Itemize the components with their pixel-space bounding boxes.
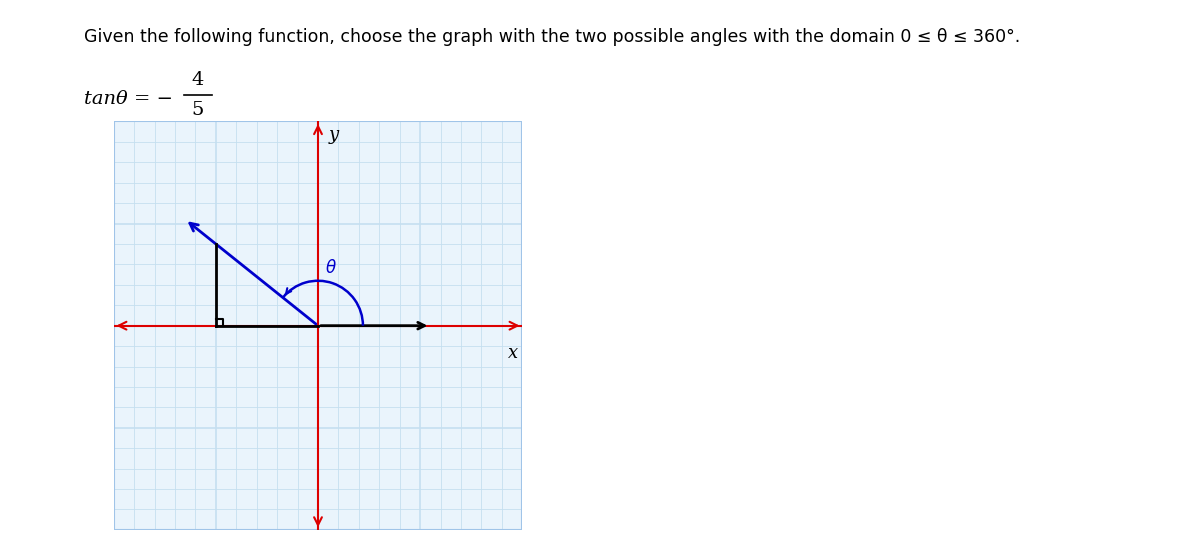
Text: $\theta$: $\theta$ [325, 259, 336, 277]
Text: 4: 4 [192, 71, 204, 89]
Text: y: y [329, 125, 338, 144]
Text: 5: 5 [192, 102, 204, 119]
Text: Given the following function, choose the graph with the two possible angles with: Given the following function, choose the… [84, 28, 1020, 46]
Text: x: x [508, 344, 518, 362]
Text: tanθ = −: tanθ = − [84, 91, 173, 108]
